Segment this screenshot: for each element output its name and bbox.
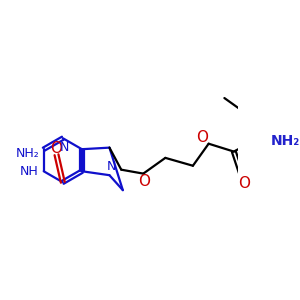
- Text: O: O: [196, 130, 208, 145]
- Text: O: O: [238, 176, 250, 190]
- Text: O: O: [50, 141, 62, 156]
- Text: NH₂: NH₂: [271, 134, 300, 148]
- Text: N: N: [60, 141, 69, 154]
- Text: NH: NH: [20, 165, 39, 178]
- Ellipse shape: [259, 126, 300, 156]
- Text: NH₂: NH₂: [16, 147, 40, 160]
- Text: N: N: [107, 160, 116, 173]
- Text: O: O: [138, 174, 150, 189]
